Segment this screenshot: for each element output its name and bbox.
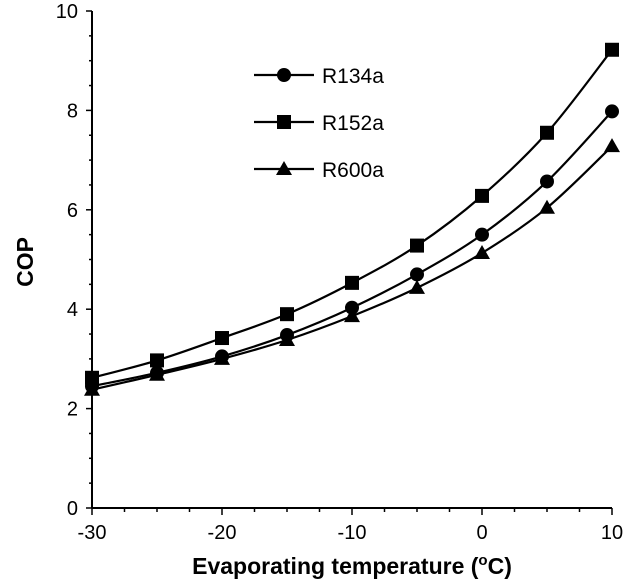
triangle-data-point [149,366,165,381]
x-axis-title: Evaporating temperature (oC) [192,552,512,579]
axis-ticks: 0 2 4 6 8 10 -30 -20 -10 0 10 [56,1,623,544]
square-data-point [345,275,359,290]
y-tick-label: 4 [67,299,78,321]
series-R152a [85,42,619,385]
y-tick-label: 2 [67,399,78,421]
square-data-point [410,238,424,253]
square-data-point [85,370,99,385]
square-data-point [475,188,489,203]
circle-data-point [540,174,554,189]
x-axis-title-end: C) [488,553,512,579]
x-tick-label: -30 [78,522,107,544]
legend-item-R134a: R134a [254,65,384,88]
legend-item-R152a: R152a [254,112,384,135]
square-data-point [280,307,294,322]
square-data-point [215,331,229,346]
series-line [91,110,613,388]
series-line [91,49,613,379]
y-axis-title: COP [12,237,38,287]
plot-area: 0 2 4 6 8 10 -30 -20 -10 0 10 R134a R152a R600a [56,1,623,544]
square-data-point [540,125,554,140]
legend-triangle-marker [276,161,292,175]
square-data-point [150,353,164,368]
circle-data-point [410,267,424,282]
x-axis-title-main: Evaporating temperature ( [192,553,479,579]
series-R134a [85,104,619,394]
y-tick-label: 8 [67,100,78,122]
y-tick-label: 0 [67,498,78,520]
triangle-data-point [539,199,555,214]
triangle-data-point [409,279,425,294]
legend-item-R600a: R600a [254,159,384,182]
x-tick-label: -20 [208,522,237,544]
circle-data-point [605,104,619,119]
square-data-point [605,42,619,57]
legend-square-marker [277,115,291,129]
x-tick-label: -10 [338,522,367,544]
series-layer [84,42,620,396]
circle-data-point [475,227,489,242]
triangle-data-point [604,138,620,153]
triangle-data-point [214,350,230,365]
triangle-data-point [474,245,490,260]
triangle-data-point [344,308,360,323]
x-axis-title-superscript: o [478,552,487,569]
x-tick-label: 0 [476,522,487,544]
legend-label: R152a [322,112,384,135]
y-tick-label: 10 [56,1,78,23]
legend-label: R600a [322,159,384,182]
triangle-data-point [84,381,100,396]
circle-data-point [345,300,359,315]
legend: R134a R152a R600a [254,65,384,182]
x-tick-label: 10 [601,522,623,544]
legend-label: R134a [322,65,384,88]
legend-circle-marker [277,68,291,82]
y-tick-label: 6 [67,200,78,222]
series-line [91,145,613,391]
series-R600a [84,138,620,396]
triangle-data-point [279,332,295,347]
